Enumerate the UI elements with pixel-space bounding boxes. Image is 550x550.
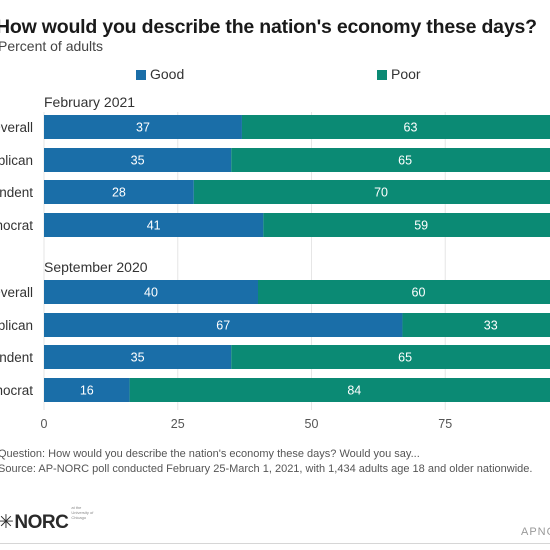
bar-february-2021-democrat-good [44,213,264,237]
data-label-february-2021-republican-poor: 65 [398,154,412,168]
bar-february-2021-republican-good [44,148,232,172]
bottom-divider [0,543,550,544]
norc-logo-subtext: at the University of Chicago [71,505,94,520]
data-label-september-2020-democrat-poor: 84 [347,384,361,398]
category-label-september-2020-independent: Independent [0,350,33,365]
bar-february-2021-overall-good [44,115,242,139]
apnorc-brand: APNORC [521,526,550,538]
legend-item-good: Good [136,66,184,82]
bar-september-2020-overall-good [44,280,258,304]
norc-logo: ✳NORCat the University of Chicago [0,505,99,534]
group-label-september-2020: September 2020 [44,259,148,275]
data-label-september-2020-democrat-good: 16 [80,384,94,398]
bar-february-2021-overall-poor [241,115,550,139]
chart-subtitle: Percent of adults [0,38,104,54]
category-label-september-2020-republican: Republican [0,318,33,333]
x-tick-label-0: 0 [41,417,48,431]
data-label-september-2020-republican-good: 67 [216,319,230,333]
category-label-february-2021-independent: Independent [0,185,33,200]
data-label-september-2020-independent-poor: 65 [398,351,412,365]
category-label-february-2021-democrat: Democrat [0,218,33,233]
legend-label-poor: Poor [391,66,421,82]
data-label-september-2020-republican-poor: 33 [484,319,498,333]
source-note: Source: AP-NORC poll conducted February … [0,463,533,475]
x-tick-label-50: 50 [305,417,319,431]
data-label-february-2021-democrat-good: 41 [147,219,161,233]
bar-february-2021-independent-poor [193,180,550,204]
bar-september-2020-independent-good [44,345,232,369]
data-label-september-2020-overall-poor: 60 [412,286,426,300]
data-label-february-2021-independent-good: 28 [112,186,126,200]
legend-label-good: Good [150,66,185,82]
legend-swatch-good [136,70,146,80]
data-label-february-2021-overall-poor: 63 [404,121,418,135]
category-label-february-2021-republican: Republican [0,153,33,168]
question-note: Question: How would you describe the nat… [0,448,420,460]
bar-february-2021-republican-poor [231,148,550,172]
data-label-february-2021-republican-good: 35 [131,154,145,168]
bar-september-2020-democrat-good [44,378,130,402]
bar-september-2020-overall-poor [258,280,550,304]
data-label-september-2020-overall-good: 40 [144,286,158,300]
norc-logo-text: NORC [14,512,69,533]
norc-star-icon: ✳ [0,512,14,533]
data-label-february-2021-democrat-poor: 59 [414,219,428,233]
x-tick-label-25: 25 [171,417,185,431]
bar-september-2020-republican-good [44,313,403,337]
data-label-february-2021-independent-poor: 70 [374,186,388,200]
bar-september-2020-democrat-poor [129,378,550,402]
bar-february-2021-independent-good [44,180,194,204]
group-label-february-2021: February 2021 [44,94,136,110]
legend-swatch-poor [377,70,387,80]
bar-september-2020-republican-poor [402,313,550,337]
category-label-september-2020-overall: Overall [0,285,33,300]
chart-title: How would you describe the nation's econ… [0,16,537,38]
bar-february-2021-democrat-poor [263,213,550,237]
data-label-february-2021-overall-good: 37 [136,121,150,135]
x-tick-label-75: 75 [438,417,452,431]
category-label-september-2020-democrat: Democrat [0,383,33,398]
legend-item-poor: Poor [377,66,421,82]
data-label-september-2020-independent-good: 35 [131,351,145,365]
category-label-february-2021-overall: Overall [0,120,33,135]
bar-september-2020-independent-poor [231,345,550,369]
